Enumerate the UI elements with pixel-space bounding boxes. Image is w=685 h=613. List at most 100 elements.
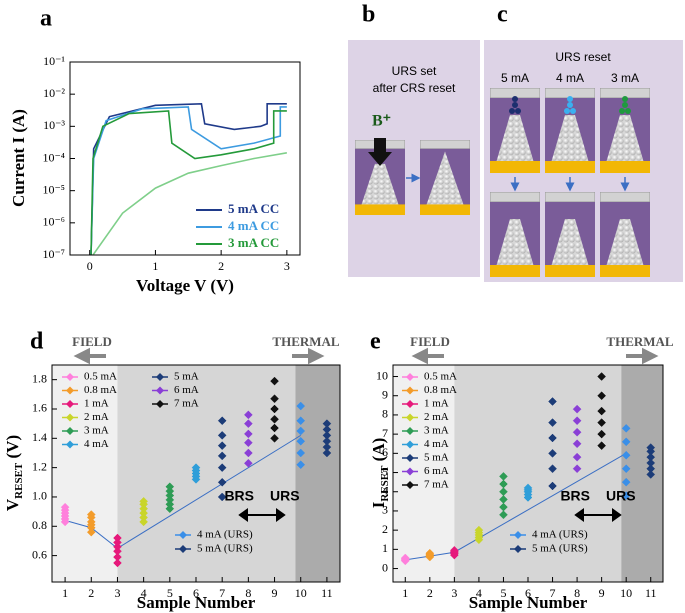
y-tick-label: 1.4 [32, 430, 47, 444]
region [393, 365, 455, 582]
legend-label: 0.5 mA [84, 371, 117, 383]
data-point [548, 418, 557, 427]
device [545, 192, 595, 277]
y-tick-label: 4 [382, 483, 388, 497]
panel-label: d [30, 329, 44, 355]
trend-line [64, 434, 301, 549]
x-tick-label: 3 [114, 586, 120, 600]
y-axis-label-sub: RESET [379, 465, 391, 502]
data-point [139, 513, 148, 522]
arrow [411, 347, 444, 365]
legend-label: 5 mA (URS) [197, 543, 253, 555]
column-label: 5 mA [501, 71, 529, 85]
data-point [597, 391, 606, 401]
legend-marker [406, 467, 414, 476]
data-point [139, 497, 148, 506]
data-point [296, 436, 306, 446]
data-point [474, 525, 484, 535]
data-point [572, 464, 582, 474]
legend-label: 0.8 mA [84, 384, 117, 396]
x-tick-label: 6 [525, 586, 531, 600]
y-tick-label: 3 [382, 503, 388, 517]
x-axis-label: Sample Number [469, 593, 588, 612]
data-point [322, 436, 332, 446]
y-tick-label: 1.6 [32, 401, 47, 415]
x-tick-label: 9 [599, 586, 605, 600]
y-tick-label: 10⁻³ [43, 118, 65, 132]
y-tick-label: 10⁻⁴ [42, 150, 65, 164]
data-point [296, 448, 306, 458]
data-point [646, 458, 656, 468]
data-line [90, 106, 287, 256]
data-point [113, 542, 122, 552]
data-point [165, 499, 175, 509]
region [52, 365, 118, 582]
panel-label: b [362, 2, 375, 28]
panel-label: e [370, 329, 381, 355]
data-point [270, 423, 279, 433]
annotation: THERMAL [272, 334, 340, 349]
annotation: BRS [224, 488, 254, 504]
legend-marker [514, 531, 522, 539]
legend-marker [406, 400, 414, 408]
data-point [270, 376, 279, 386]
data-point [165, 486, 175, 496]
legend-marker [179, 531, 187, 539]
data-point [621, 464, 631, 474]
data-point [244, 448, 253, 458]
region [295, 365, 340, 582]
y-axis-label-unit: (V) [3, 435, 22, 463]
data-point [597, 372, 606, 381]
x-tick-label: 1 [152, 259, 158, 273]
legend-marker [66, 400, 74, 408]
data-point [597, 406, 606, 416]
plot-frame [392, 364, 664, 583]
y-tick-label: 1 [382, 541, 388, 555]
data-point [499, 472, 508, 481]
data-point [499, 487, 508, 497]
data-point [400, 553, 410, 563]
device [420, 140, 470, 215]
data-point [646, 470, 656, 479]
data-point [296, 460, 306, 470]
x-tick-label: 4 [476, 586, 482, 600]
legend-marker [66, 386, 74, 395]
trend-line [405, 452, 627, 561]
y-tick-label: 1.0 [32, 489, 47, 503]
data-point [597, 429, 606, 439]
data-point [86, 527, 96, 537]
data-point [499, 495, 508, 504]
y-axis-label-main: I [369, 501, 388, 508]
data-point [165, 495, 175, 505]
y-tick-label: 10 [376, 368, 388, 382]
diagram-text: URS set [392, 64, 437, 78]
x-tick-label: 8 [574, 586, 580, 600]
data-point [217, 477, 227, 487]
data-point [296, 401, 306, 411]
legend-label: 3 mA CC [228, 235, 279, 250]
legend-label: 0.5 mA [424, 371, 457, 383]
legend-label: 4 mA (URS) [197, 529, 253, 541]
x-tick-label: 3 [451, 586, 457, 600]
data-point [322, 419, 332, 429]
legend-marker [156, 386, 164, 395]
data-point [217, 463, 227, 472]
legend-label: 5 mA (URS) [532, 543, 588, 555]
data-point [572, 427, 582, 437]
charts: a0 1 2 310⁻⁷10⁻⁶10⁻⁵10⁻⁴10⁻³10⁻²10⁻¹5 mA CC… [3, 6, 674, 612]
legend-marker [66, 373, 74, 381]
y-axis-label: IRESET (A) [369, 438, 391, 509]
legend-label: 3 mA [424, 425, 449, 437]
annotation: URS [270, 488, 300, 504]
data-point [113, 533, 122, 543]
x-tick-label: 7 [550, 586, 556, 600]
legend-marker [179, 545, 187, 553]
x-tick-label: 11 [645, 586, 657, 600]
data-point [217, 431, 227, 440]
legend-label: 2 mA [84, 411, 109, 423]
data-point [270, 414, 279, 424]
y-tick-label: 5 [382, 464, 388, 478]
data-point [60, 502, 70, 512]
y-tick-label: 10⁻⁷ [42, 247, 65, 261]
legend-label: 1 mA [424, 398, 449, 410]
